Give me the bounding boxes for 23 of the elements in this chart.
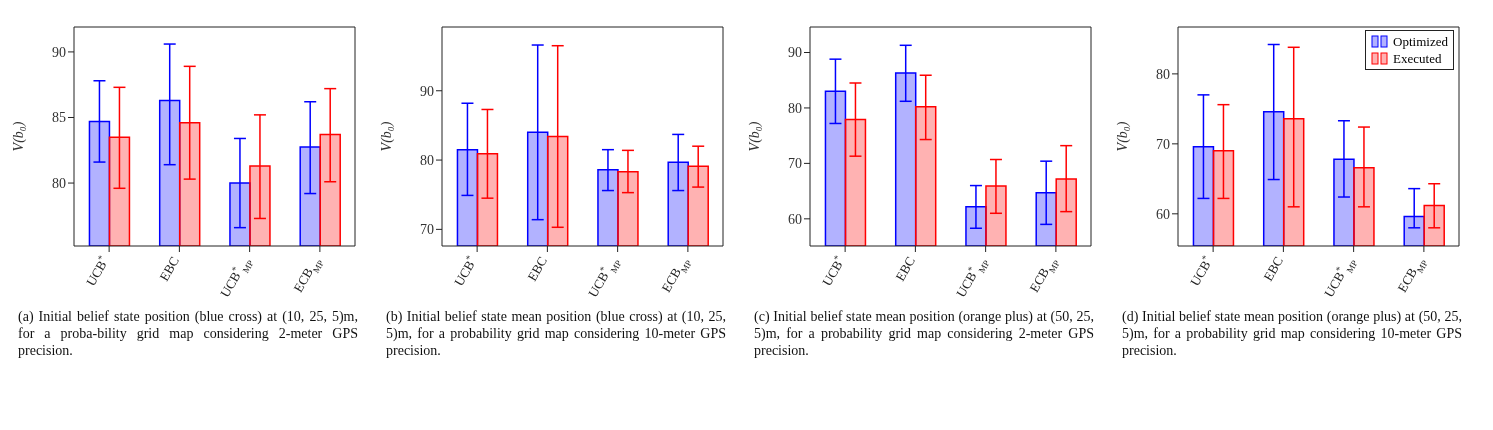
y-tick-label: 70 [420, 222, 434, 238]
legend-label: Executed [1393, 50, 1442, 67]
y-axis-title: V(b₀) [378, 121, 395, 152]
y-tick-label: 80 [1156, 66, 1170, 82]
legend-label: Optimized [1393, 33, 1448, 50]
text: (d) Initial belief state mean position (orange plus) at (50, 25, 5)m, for a probability grid map considering 10-meter GPS precision. [1122, 308, 1462, 359]
y-tick-label: 90 [420, 83, 434, 99]
text: (c) Initial belief state mean position (orange plus) at (50, 25, 5)m, for a probability grid map considering 2-meter GPS precision. [754, 308, 1094, 359]
y-axis-title: V(b₀) [10, 121, 27, 152]
y-tick-label: 80 [420, 153, 434, 169]
y-tick-label: 80 [788, 100, 802, 116]
y-tick-label: 60 [788, 211, 802, 227]
y-tick-label: 70 [788, 156, 802, 172]
y-tick-label: 90 [52, 44, 66, 60]
text: (b) Initial belief state mean position (blue cross) at (10, 25, 5)m, for a probability grid map considering 10-meter GPS precision. [386, 308, 726, 359]
y-tick-label: 90 [788, 45, 802, 61]
y-tick-label: 70 [1156, 136, 1170, 152]
y-tick-label: 85 [52, 110, 66, 126]
y-axis-title: V(b₀) [746, 121, 763, 152]
text: (a) Initial belief state position (blue cross) at (10, 25, 5)m, for a proba-bility grid map considering 2-meter GPS precision. [18, 308, 358, 359]
y-axis-title: V(b₀) [1114, 121, 1131, 152]
y-tick-label: 80 [52, 176, 66, 192]
y-tick-label: 60 [1156, 206, 1170, 222]
